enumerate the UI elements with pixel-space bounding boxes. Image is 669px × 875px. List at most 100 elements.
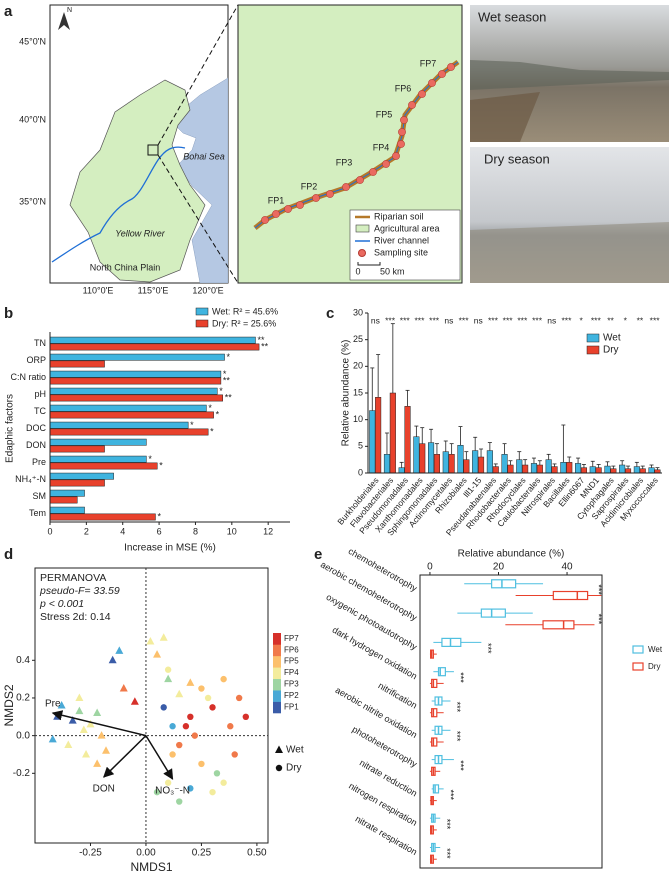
point (108, 655, 117, 664)
vector (145, 735, 174, 780)
y-tick-label: 20 (353, 361, 363, 371)
colorbar-label: FP6 (284, 645, 299, 654)
bar (398, 467, 405, 474)
bar (49, 445, 105, 453)
bar (49, 394, 223, 402)
legend-label: Dry: R² = 25.6% (212, 318, 276, 328)
bar (49, 370, 222, 378)
zoom-line (157, 4, 239, 146)
legend-label: Dry (648, 662, 660, 671)
y-tick-label: 5 (358, 441, 363, 451)
x-axis-label: NMDS1 (130, 860, 172, 874)
significance: * (208, 403, 212, 413)
vector-label: DON (93, 784, 115, 795)
site (296, 201, 304, 209)
colorbar-label: FP5 (284, 657, 299, 666)
box (431, 737, 438, 747)
y-tick-label: oxygenic photoautotrophy (325, 592, 420, 652)
legend-label: Riparian soil (374, 211, 424, 221)
box (431, 678, 438, 689)
legend-label: Sampling site (374, 247, 428, 257)
box (437, 667, 446, 677)
legend-label: Wet: R² = 45.6% (212, 306, 278, 316)
y-tick-label: 25 (353, 334, 363, 344)
site (382, 160, 390, 168)
y-tick-label: nitrification (377, 680, 419, 710)
significance: *** (517, 315, 528, 325)
y-tick-label: SM (33, 491, 47, 501)
map-legend (349, 209, 461, 281)
point (119, 684, 128, 692)
bar (49, 462, 158, 470)
legend-swatch (195, 307, 209, 316)
scale-label: 50 km (380, 266, 405, 276)
panel-letter: e (314, 546, 322, 563)
bar (551, 466, 558, 474)
bar (486, 450, 493, 474)
significance: *** (594, 584, 604, 595)
y-tick-label: 0.4 (16, 655, 30, 666)
bar (575, 463, 582, 474)
point (213, 770, 221, 777)
bar (530, 463, 538, 474)
colorbar-cell (273, 633, 281, 645)
bar (463, 459, 470, 474)
point (153, 788, 161, 796)
significance: * (227, 352, 231, 362)
bar (545, 459, 552, 474)
significance: *** (488, 315, 499, 325)
x-tick-label: 0 (427, 562, 433, 573)
significance: *** (594, 614, 604, 625)
point (64, 740, 73, 749)
significance: *** (503, 315, 514, 325)
stats-note: p < 0.001 (39, 598, 84, 610)
plot-frame (34, 567, 269, 844)
overview-map: N 45°0'N 40°0'N 35°0'N 110°0'E 115°0'E 1… (19, 4, 239, 295)
bar (49, 336, 256, 344)
significance: *** (591, 315, 602, 325)
bar (49, 472, 114, 480)
point (235, 694, 243, 702)
stats-note: pseudo-F= 33.59 (39, 585, 120, 597)
point (130, 697, 139, 705)
site (261, 216, 269, 224)
point (86, 719, 95, 728)
point (159, 633, 168, 641)
sampling-sites (261, 63, 455, 224)
legend-swatch (586, 333, 600, 343)
site (392, 152, 400, 160)
legend-agri (355, 224, 370, 233)
significance: *** (456, 760, 466, 771)
bar (639, 468, 646, 474)
point (198, 760, 205, 768)
x-tick-label: 0.50 (247, 848, 267, 859)
significance: * (216, 410, 220, 420)
point (204, 694, 212, 702)
significance: ns (371, 315, 380, 325)
site (438, 70, 446, 78)
site-label: FP7 (420, 58, 437, 68)
point (191, 732, 198, 739)
significance: *** (561, 315, 572, 325)
y-tick-label: TC (34, 406, 46, 416)
y-tick-label: 0.2 (16, 693, 30, 704)
significance: * (210, 427, 214, 437)
significance: ** (257, 335, 265, 345)
x-tick-label: 0 (47, 526, 52, 536)
lat-label: 35°0'N (19, 196, 46, 206)
point (160, 704, 167, 711)
box (552, 590, 589, 601)
panel-letter: d (4, 546, 13, 563)
panel-letter: a (4, 3, 13, 20)
box (441, 637, 462, 647)
bar (448, 454, 455, 474)
point (164, 779, 172, 786)
significance: ** (607, 315, 614, 325)
y-tick-label: DOC (26, 423, 47, 433)
x-tick-label: 8 (193, 526, 198, 536)
bar (389, 392, 396, 474)
point (242, 713, 250, 721)
bar (610, 468, 617, 474)
significance: * (190, 420, 194, 430)
photo-sand (470, 222, 669, 283)
